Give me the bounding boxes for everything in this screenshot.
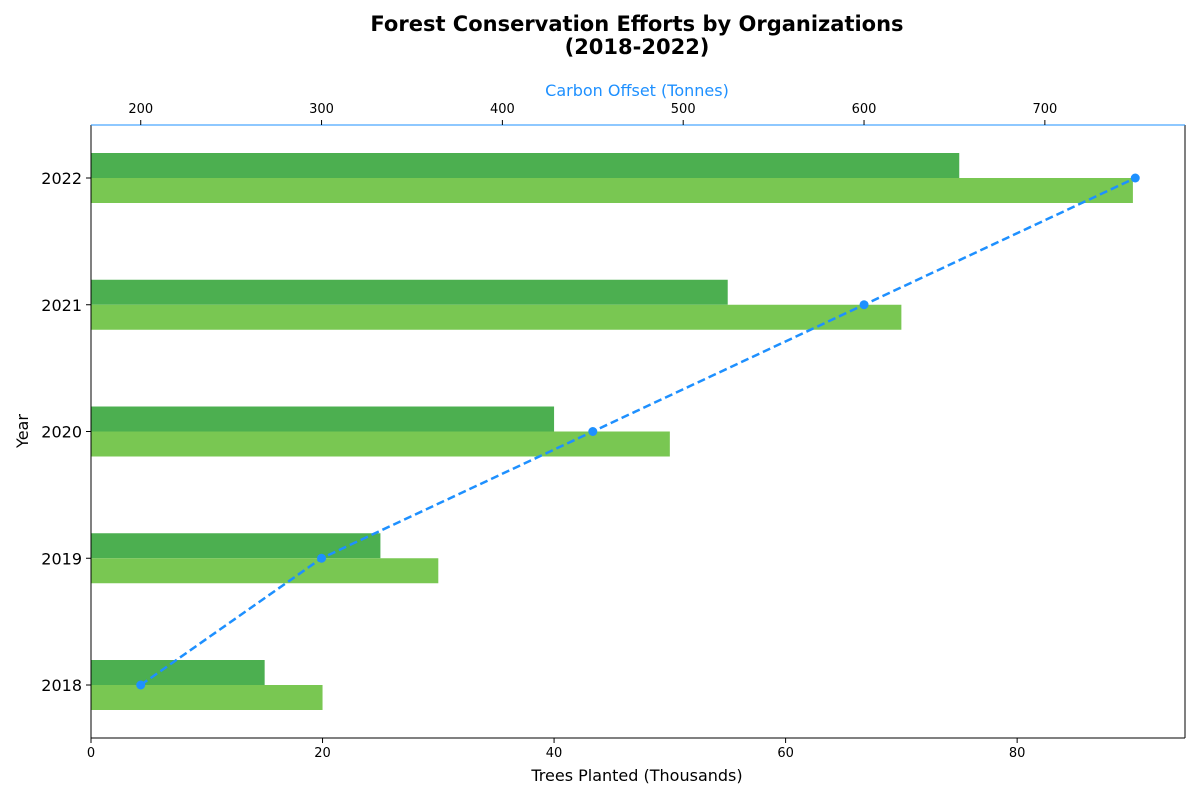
y-tick-label-2022: 2022 — [41, 169, 82, 188]
x2-tick-label-400: 400 — [490, 102, 515, 117]
bar-series2-2022 — [91, 178, 1133, 203]
bar-series1-2018 — [91, 660, 265, 685]
y-tick-label-2018: 2018 — [41, 676, 82, 695]
x-tick-label-60: 60 — [777, 746, 794, 761]
y-tick-label-2019: 2019 — [41, 549, 82, 568]
carbon-offset-point-2022 — [1130, 173, 1140, 183]
top-axis-label: Carbon Offset (Tonnes) — [545, 81, 729, 100]
x-axis-label: Trees Planted (Thousands) — [530, 766, 742, 785]
y-tick-label-2020: 2020 — [41, 423, 82, 442]
x2-tick-label-200: 200 — [128, 102, 153, 117]
x-tick-label-0: 0 — [87, 746, 95, 761]
x-tick-label-20: 20 — [314, 746, 331, 761]
chart-title-line1: Forest Conservation Efforts by Organizat… — [370, 12, 903, 36]
carbon-offset-point-2021 — [859, 300, 869, 310]
y-tick-label-2021: 2021 — [41, 296, 82, 315]
bar-series1-2022 — [91, 153, 960, 178]
x2-tick-label-300: 300 — [309, 102, 334, 117]
chart-title-line2: (2018-2022) — [565, 35, 710, 59]
plot-area: 0 20 40 60 80 200 300 400 500 600 700 2018 2019 2020 2… — [41, 102, 1186, 761]
bar-series2-2021 — [91, 304, 902, 330]
bar-series2-2019 — [91, 558, 439, 584]
carbon-offset-point-2018 — [136, 680, 146, 690]
bar-series1-2019 — [91, 533, 381, 559]
x2-tick-label-600: 600 — [852, 102, 877, 117]
bar-series1-2020 — [91, 406, 555, 432]
bar-series2-2020 — [91, 431, 670, 457]
bar-series2-2018 — [91, 685, 323, 710]
carbon-offset-point-2020 — [588, 427, 598, 436]
x2-tick-label-700: 700 — [1032, 102, 1057, 117]
x2-tick-label-500: 500 — [671, 102, 696, 117]
y-axis-label: Year — [13, 414, 32, 449]
x-tick-label-80: 80 — [1009, 746, 1026, 761]
bar-series1-2021 — [91, 279, 728, 305]
carbon-offset-point-2019 — [317, 553, 327, 563]
x-tick-label-40: 40 — [546, 746, 563, 761]
